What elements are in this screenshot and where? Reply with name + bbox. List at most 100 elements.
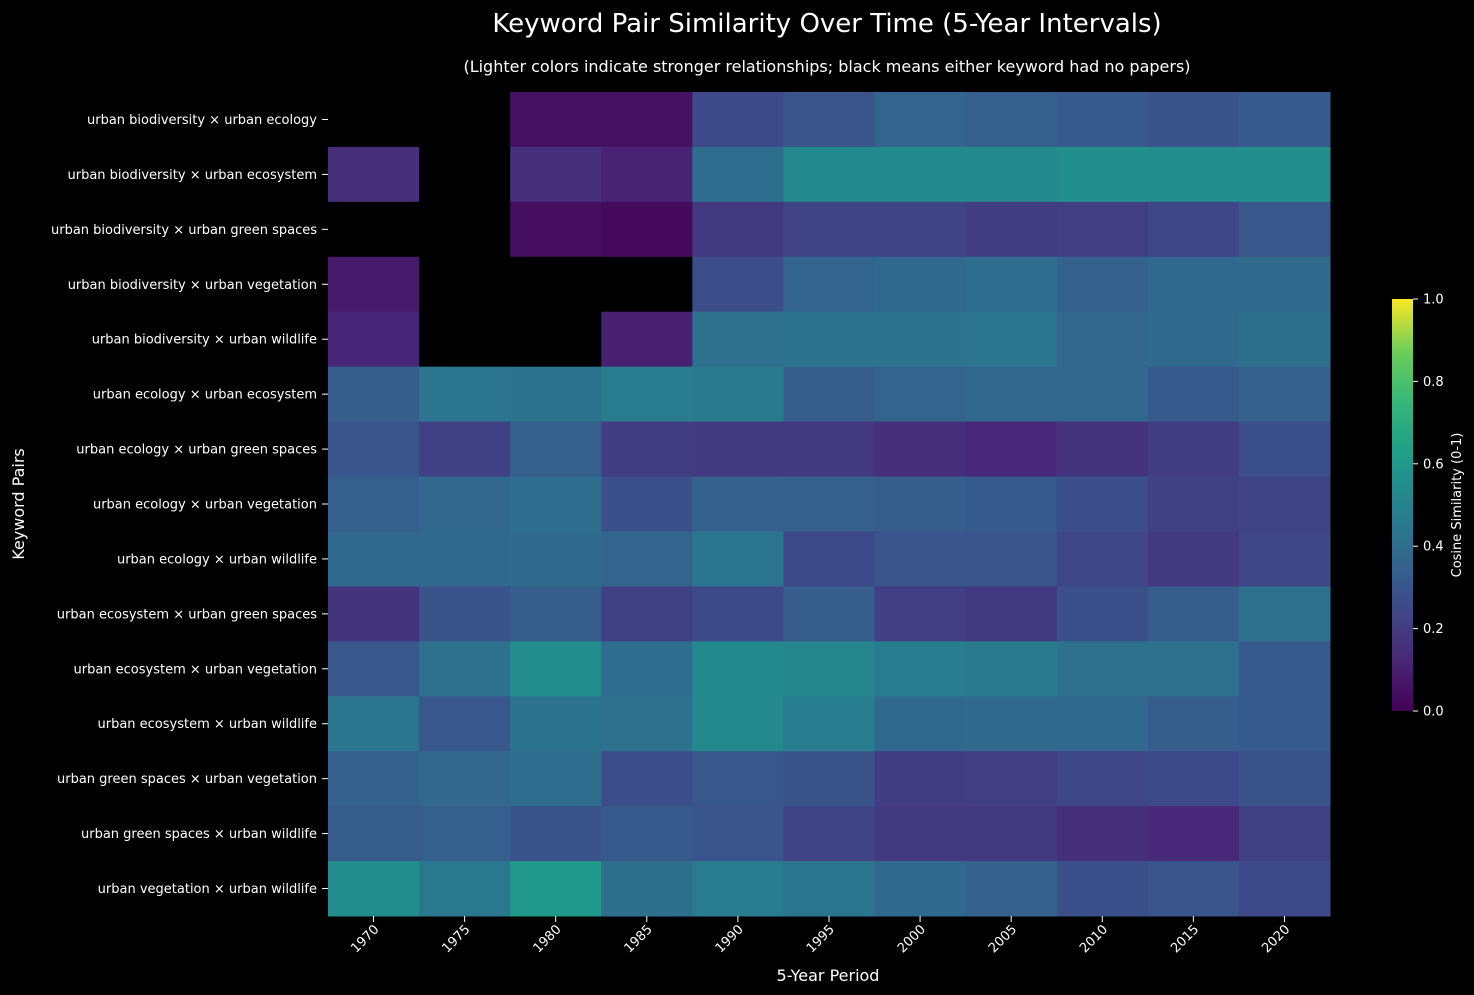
heatmap-cell xyxy=(1147,586,1240,642)
colorbar-tick-label: 0.4 xyxy=(1423,540,1444,555)
heatmap-cell xyxy=(1147,146,1240,203)
heatmap-cell xyxy=(328,586,420,642)
heatmap-cell xyxy=(510,311,602,368)
heatmap-cell xyxy=(510,806,602,862)
heatmap-cell xyxy=(783,751,876,807)
heatmap-cell xyxy=(1147,531,1240,587)
heatmap-cell xyxy=(1056,256,1149,313)
chart-title: Keyword Pair Similarity Over Time (5-Yea… xyxy=(492,9,1161,39)
heatmap-cell xyxy=(1238,366,1331,423)
heatmap-cell xyxy=(692,641,784,697)
chart-subtitle: (Lighter colors indicate stronger relati… xyxy=(463,57,1190,76)
heatmap-cell xyxy=(1147,696,1240,752)
heatmap-cell xyxy=(783,92,876,148)
heatmap-cell xyxy=(965,806,1058,862)
heatmap-cell xyxy=(1238,476,1331,532)
heatmap-cell xyxy=(965,641,1058,697)
heatmap-cell xyxy=(1147,806,1240,862)
heatmap-cell xyxy=(692,696,784,752)
heatmap-cell xyxy=(601,256,693,313)
x-tick-label: 1995 xyxy=(804,922,838,956)
heatmap-cell xyxy=(783,421,876,478)
heatmap-cell xyxy=(328,531,420,587)
heatmap-cell xyxy=(692,476,784,532)
x-tick-label: 2015 xyxy=(1168,922,1202,956)
heatmap-cell xyxy=(1238,146,1331,203)
heatmap-cell xyxy=(783,531,876,587)
heatmap-cell xyxy=(692,146,784,203)
y-tick-label: urban ecology × urban ecosystem xyxy=(93,388,317,403)
y-tick-label: urban green spaces × urban vegetation xyxy=(57,772,317,787)
heatmap-cell xyxy=(783,256,876,313)
heatmap-cell xyxy=(1238,92,1331,148)
heatmap-cell xyxy=(1238,806,1331,862)
y-tick-label: urban biodiversity × urban ecosystem xyxy=(68,168,318,183)
heatmap-cell xyxy=(692,531,784,587)
heatmap-cell xyxy=(419,696,511,752)
colorbar-ticks: 0.0 0.2 0.4 0.6 0.8 1.0 xyxy=(1413,293,1444,720)
heatmap-cell xyxy=(965,476,1058,532)
heatmap-cell xyxy=(510,531,602,587)
heatmap-cells xyxy=(328,92,1331,917)
heatmap-cell xyxy=(965,421,1058,478)
heatmap-cell xyxy=(419,256,511,313)
heatmap-cell xyxy=(692,311,784,368)
heatmap-cell xyxy=(510,751,602,807)
heatmap-cell xyxy=(874,586,967,642)
y-tick-label: urban ecology × urban vegetation xyxy=(93,498,317,513)
heatmap-cell xyxy=(874,806,967,862)
heatmap-cell xyxy=(1147,201,1240,258)
colorbar xyxy=(1392,299,1413,711)
heatmap-cell xyxy=(783,146,876,203)
heatmap-cell xyxy=(783,366,876,423)
heatmap-cell xyxy=(1238,641,1331,697)
heatmap-cell xyxy=(783,806,876,862)
heatmap-cell xyxy=(874,366,967,423)
heatmap-cell xyxy=(692,421,784,478)
heatmap-cell xyxy=(419,531,511,587)
heatmap-cell xyxy=(874,256,967,313)
colorbar-tick-label: 0.2 xyxy=(1423,622,1444,637)
x-tick-label: 2010 xyxy=(1077,922,1111,956)
heatmap-cell xyxy=(419,861,511,917)
heatmap-cell xyxy=(965,861,1058,917)
x-tick-label: 1980 xyxy=(531,922,565,956)
colorbar-tick-label: 0.8 xyxy=(1423,375,1444,390)
y-tick-label: urban green spaces × urban wildlife xyxy=(81,827,317,842)
heatmap-cell xyxy=(874,421,967,478)
heatmap-cell xyxy=(510,476,602,532)
heatmap-cell xyxy=(419,586,511,642)
heatmap-cell xyxy=(1056,696,1149,752)
x-axis-label: 5-Year Period xyxy=(777,966,880,985)
y-tick-label: urban ecosystem × urban green spaces xyxy=(57,607,317,622)
heatmap-cell xyxy=(328,146,420,203)
heatmap-cell xyxy=(1238,311,1331,368)
heatmap-cell xyxy=(601,201,693,258)
heatmap-cell xyxy=(328,366,420,423)
heatmap-cell xyxy=(419,92,511,148)
heatmap-cell xyxy=(1056,806,1149,862)
heatmap-cell xyxy=(965,146,1058,203)
y-tick-label: urban biodiversity × urban green spaces xyxy=(51,223,317,238)
heatmap-cell xyxy=(601,366,693,423)
heatmap-cell xyxy=(1147,861,1240,917)
heatmap-cell xyxy=(1056,476,1149,532)
y-tick-label: urban vegetation × urban wildlife xyxy=(98,882,317,897)
heatmap-cell xyxy=(601,311,693,368)
heatmap-cell xyxy=(601,806,693,862)
heatmap-cell xyxy=(1056,366,1149,423)
heatmap-cell xyxy=(783,696,876,752)
x-tick-label: 1975 xyxy=(439,922,473,956)
heatmap-cell xyxy=(874,751,967,807)
heatmap-cell xyxy=(601,421,693,478)
heatmap-cell xyxy=(783,861,876,917)
y-axis-label: Keyword Pairs xyxy=(9,448,28,560)
heatmap-cell xyxy=(874,641,967,697)
y-tick-labels: urban biodiversity × urban ecology urban … xyxy=(51,113,328,897)
heatmap-cell xyxy=(1238,256,1331,313)
heatmap-cell xyxy=(419,311,511,368)
heatmap-cell xyxy=(601,751,693,807)
heatmap-cell xyxy=(874,861,967,917)
heatmap-cell xyxy=(601,531,693,587)
heatmap-cell xyxy=(874,476,967,532)
